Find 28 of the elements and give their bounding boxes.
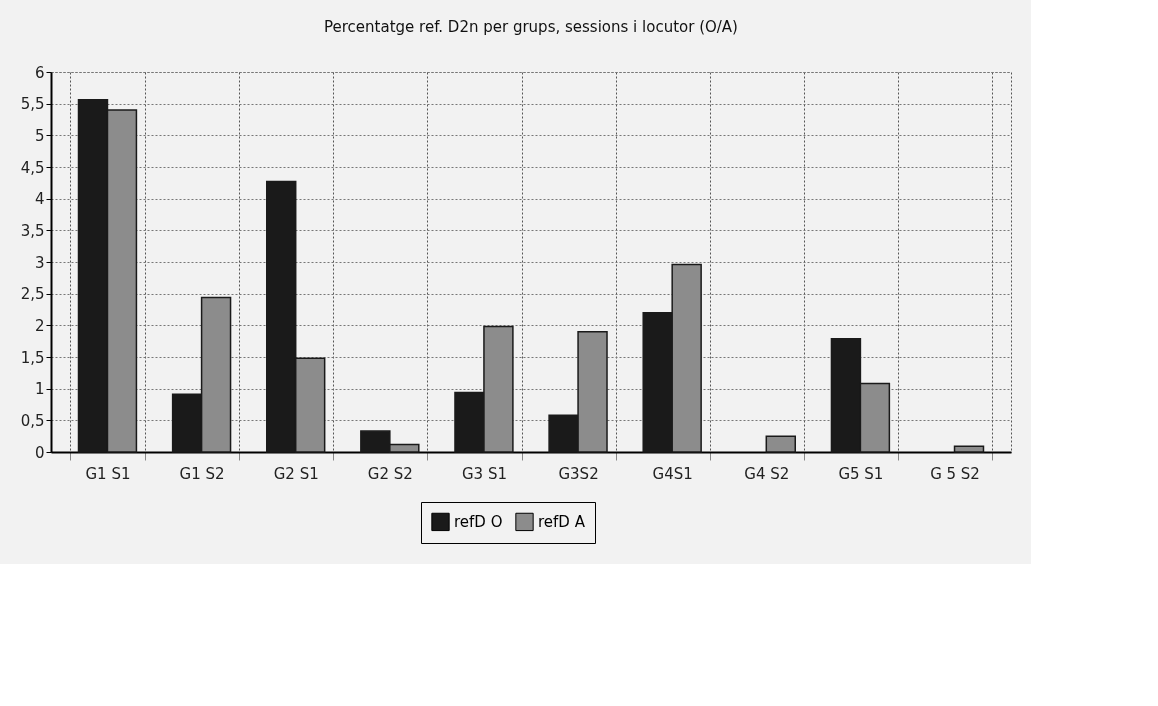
legend-label: refD O [454, 512, 503, 531]
legend-label: refD A [538, 512, 586, 531]
bar [953, 445, 985, 453]
y-tick-label: 3,5 [20, 221, 45, 240]
x-tick-label: G5 S1 [838, 464, 884, 483]
y-tick-label: 5,5 [20, 95, 45, 114]
x-tick-label: G3S2 [558, 464, 599, 483]
y-tick-label: 5 [34, 126, 45, 145]
x-tick-label: G2 S1 [273, 464, 319, 483]
x-tick-label: G2 S2 [367, 464, 413, 483]
y-tick-label: 1,5 [20, 348, 45, 367]
x-tick-label: G 5 S2 [930, 464, 980, 483]
y-tick-label: 2 [34, 316, 45, 335]
y-tick-label: 3 [34, 253, 45, 272]
y-tick-label: 4,5 [20, 158, 45, 177]
chart-title: Percentatge ref. D2n per grups, sessions i locutor (O/A) [324, 18, 738, 36]
x-tick-label: G1 S1 [85, 464, 131, 483]
y-tick-label: 2,5 [20, 285, 45, 304]
x-tick-label: G4 S2 [744, 464, 790, 483]
y-tick-label: 1 [34, 380, 45, 399]
y-tick-label: 4 [34, 190, 45, 209]
x-tick-label: G3 S1 [461, 464, 507, 483]
x-tick-label: G4S1 [652, 464, 693, 483]
x-tick-label: G1 S2 [179, 464, 225, 483]
y-tick-label: 0 [34, 443, 45, 462]
bar [765, 435, 796, 453]
y-tick-label: 6 [34, 63, 45, 82]
y-tick-label: 0,5 [20, 411, 45, 430]
